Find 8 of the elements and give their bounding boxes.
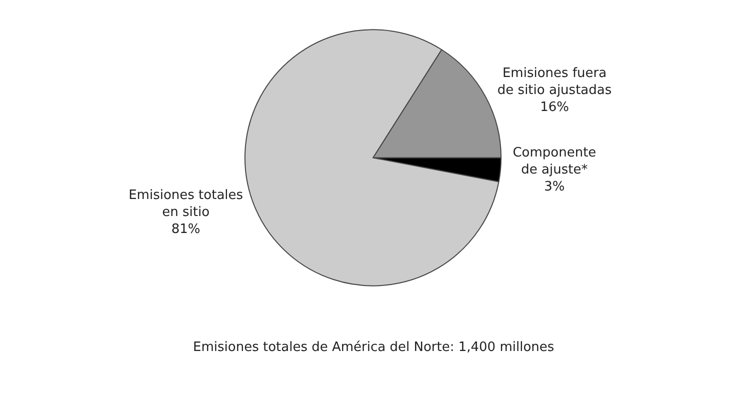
slice-label: Componente de ajuste* xyxy=(512,146,596,178)
slice-label: Emisiones totales en sitio xyxy=(128,188,244,220)
data-label: 16% xyxy=(540,100,569,115)
data-label: 3% xyxy=(544,179,565,194)
slice-label: Emisiones fuera de sitio ajustadas xyxy=(497,66,612,98)
pie-slice xyxy=(244,29,500,286)
data-label: 81% xyxy=(171,222,200,237)
text: Emisiones totales de América del Norte: 1,400 millones xyxy=(193,340,554,355)
